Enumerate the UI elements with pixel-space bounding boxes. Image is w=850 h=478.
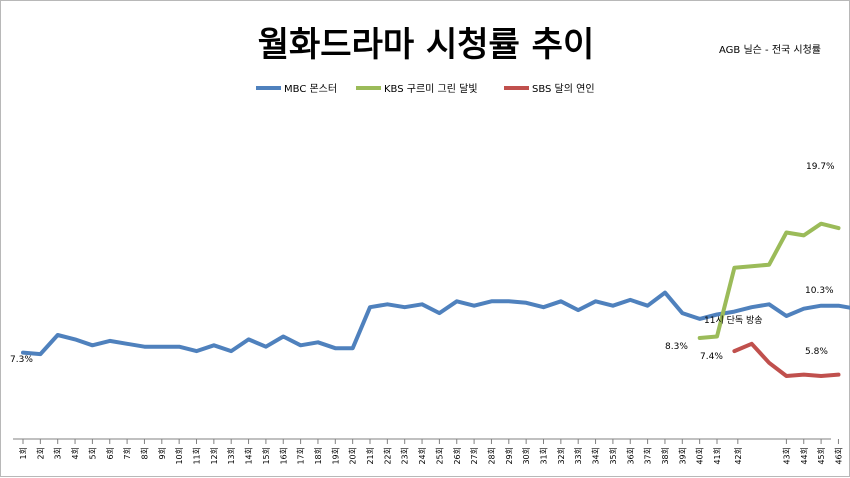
label-mbc-end: 10.3% <box>805 286 834 296</box>
x-tick-label: 1회 <box>19 447 28 459</box>
chart-title: 월화드라마 시청률 추이 <box>258 25 594 65</box>
x-tick-label: 12회 <box>210 447 219 465</box>
chart-subtitle: AGB 닐슨 - 전국 시청률 <box>719 44 821 56</box>
x-tick-label: 14회 <box>245 447 254 465</box>
label-mbc-start: 7.3% <box>10 355 33 365</box>
series-line-sbs <box>732 341 841 378</box>
series-line-kbs <box>697 221 841 340</box>
annotation-note: 11시 단독 방송 <box>704 315 763 326</box>
x-tick-label: 46회 <box>834 447 843 465</box>
x-tick-label: 20회 <box>349 447 358 465</box>
x-tick-label: 8회 <box>140 447 149 459</box>
x-tick-label: 25회 <box>435 447 444 465</box>
legend-label-mbc: MBC 몬스터 <box>284 83 337 95</box>
x-tick-label: 26회 <box>453 447 462 465</box>
x-tick-label: 3회 <box>54 447 63 459</box>
x-tick-label: 38회 <box>661 447 670 465</box>
x-axis-ticks: 1회 2회 3회 4회 5회 6회 7회 8회 9회 10회 11회 12회 13회 14회 15회 16회 1… <box>19 439 843 465</box>
x-tick-label: 4회 <box>71 447 80 459</box>
x-tick-label: 31회 <box>540 447 549 465</box>
x-tick-label: 22회 <box>383 447 392 465</box>
x-tick-label: 28회 <box>487 447 496 465</box>
data-labels: 7.3% 10.3% 8.3% 19.7% 7.4% 5.8% 11시 단독 방… <box>10 162 835 365</box>
label-kbs-end: 19.7% <box>806 162 835 172</box>
x-tick-label: 9회 <box>158 447 167 459</box>
x-tick-label: 34회 <box>592 447 601 465</box>
x-tick-label: 18회 <box>314 447 323 465</box>
x-tick-label: 2회 <box>36 447 45 459</box>
x-tick-label: 43회 <box>782 447 791 465</box>
x-tick-label: 42회 <box>734 447 743 465</box>
x-tick-label: 13회 <box>227 447 236 465</box>
x-tick-label: 40회 <box>696 447 705 465</box>
label-sbs-start: 7.4% <box>700 352 723 362</box>
x-tick-label: 33회 <box>574 447 583 465</box>
legend: MBC 몬스터 KBS 구르미 그린 달빛 SBS 달의 연인 <box>256 83 595 95</box>
x-tick-label: 30회 <box>522 447 531 465</box>
x-tick-label: 10회 <box>175 447 184 465</box>
x-tick-label: 41회 <box>713 447 722 465</box>
x-tick-label: 23회 <box>401 447 410 465</box>
x-tick-label: 24회 <box>418 447 427 465</box>
x-tick-label: 5회 <box>88 447 97 459</box>
x-tick-label: 15회 <box>262 447 271 465</box>
x-tick-label: 21회 <box>366 447 375 465</box>
x-tick-label: 35회 <box>609 447 618 465</box>
legend-label-kbs: KBS 구르미 그린 달빛 <box>384 83 478 95</box>
x-tick-label: 16회 <box>279 447 288 465</box>
x-tick-label: 27회 <box>470 447 479 465</box>
legend-label-sbs: SBS 달의 연인 <box>532 83 595 95</box>
x-tick-label: 7회 <box>123 447 132 459</box>
x-tick-label: 45회 <box>817 447 826 465</box>
series-lines <box>21 221 850 378</box>
x-tick-label: 11회 <box>193 447 202 465</box>
series-line-mbc <box>21 290 850 357</box>
x-tick-label: 44회 <box>800 447 809 465</box>
x-tick-label: 36회 <box>626 447 635 465</box>
x-tick-label: 19회 <box>331 447 340 465</box>
x-tick-label: 37회 <box>644 447 653 465</box>
label-sbs-end: 5.8% <box>805 347 828 357</box>
x-tick-label: 32회 <box>557 447 566 465</box>
x-tick-label: 39회 <box>678 447 687 465</box>
x-tick-label: 17회 <box>297 447 306 465</box>
label-kbs-start: 8.3% <box>665 342 688 352</box>
x-tick-label: 29회 <box>505 447 514 465</box>
x-tick-label: 6회 <box>106 447 115 459</box>
